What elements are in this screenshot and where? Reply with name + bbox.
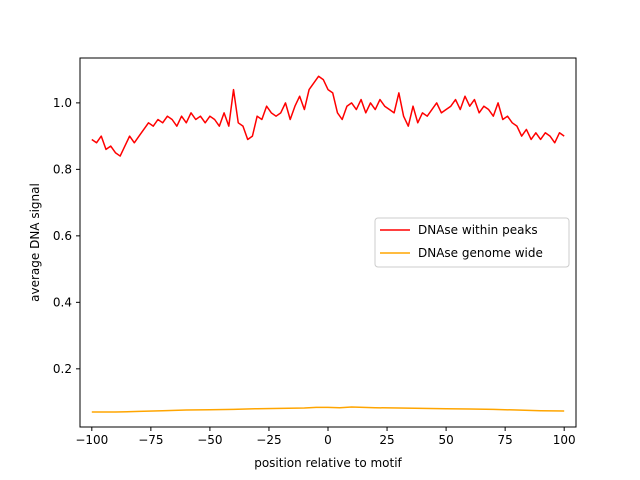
x-tick-label: 0 xyxy=(324,433,332,447)
x-axis-label: position relative to motif xyxy=(254,456,402,470)
x-tick-label: 100 xyxy=(553,433,576,447)
x-tick-label: 25 xyxy=(379,433,394,447)
y-tick-label: 1.0 xyxy=(53,96,72,110)
x-axis: −100 −75 −50 −25 0 25 50 75 100 xyxy=(75,427,576,447)
x-tick-label: 50 xyxy=(438,433,453,447)
legend-label-2: DNAse genome wide xyxy=(418,246,543,260)
x-tick-label: −75 xyxy=(138,433,163,447)
series-layer xyxy=(91,75,565,413)
x-tick-label: −25 xyxy=(256,433,281,447)
x-tick-label: −100 xyxy=(75,433,108,447)
y-axis: 0.2 0.4 0.6 0.8 1.0 xyxy=(53,96,80,376)
legend-label-1: DNAse within peaks xyxy=(418,223,538,237)
y-tick-label: 0.4 xyxy=(53,295,72,309)
y-axis-label: average DNA signal xyxy=(28,183,42,302)
x-tick-label: 75 xyxy=(498,433,513,447)
y-tick-label: 0.6 xyxy=(53,229,72,243)
series-line-2 xyxy=(91,406,565,413)
y-tick-label: 0.8 xyxy=(53,162,72,176)
y-tick-label: 0.2 xyxy=(53,362,72,376)
legend: DNAse within peaks DNAse genome wide xyxy=(374,217,570,268)
legend-box xyxy=(374,217,570,268)
series-line-1 xyxy=(91,75,565,157)
x-tick-label: −50 xyxy=(197,433,222,447)
